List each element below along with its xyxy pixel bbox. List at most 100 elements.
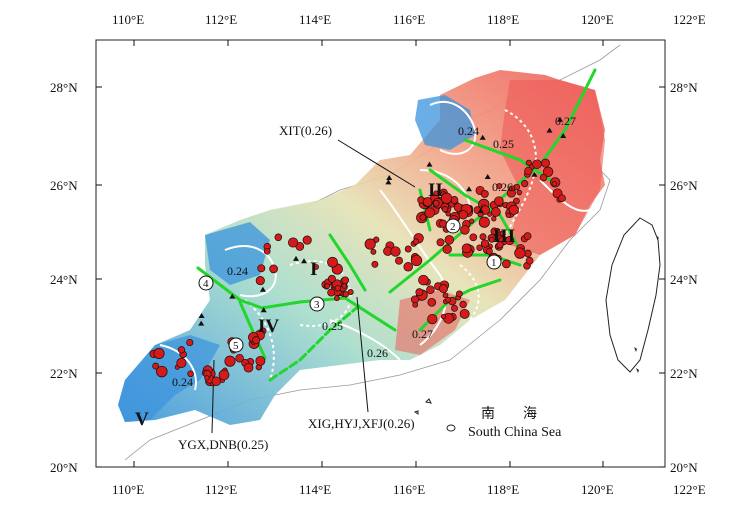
earthquake-dot xyxy=(302,235,312,245)
earthquake-dot xyxy=(410,254,423,267)
earthquake-dot xyxy=(445,211,451,217)
earthquake-dot xyxy=(480,189,489,198)
earthquake-dot xyxy=(523,232,532,240)
earthquake-dot xyxy=(426,285,435,294)
earthquake-dot xyxy=(514,247,526,259)
earthquake-dot xyxy=(485,247,493,255)
earthquake-dot xyxy=(334,284,342,292)
contour-label: 0.24 xyxy=(172,375,193,389)
circle-marker-label: 3 xyxy=(314,299,320,311)
earthquake-dot xyxy=(542,166,554,177)
earthquake-dot xyxy=(480,239,490,248)
station-triangle xyxy=(531,171,538,177)
island xyxy=(446,424,456,432)
earthquake-dot xyxy=(476,244,483,251)
station-triangle xyxy=(301,258,307,264)
circle-marker-2: 2 xyxy=(445,218,461,234)
station-triangle xyxy=(560,133,567,138)
earthquake-dot xyxy=(327,274,336,283)
earthquake-dot xyxy=(176,357,187,368)
contour-label: 0.27 xyxy=(412,327,433,341)
taiwan-outline xyxy=(605,217,661,373)
station-triangle xyxy=(466,186,472,192)
earthquake-layer xyxy=(149,158,566,387)
axis-ticks xyxy=(96,40,665,468)
earthquake-dot xyxy=(364,238,376,250)
earthquake-dot xyxy=(341,276,350,285)
earthquake-dot xyxy=(395,256,403,265)
earthquake-dot xyxy=(459,308,470,319)
earthquake-dot xyxy=(445,296,451,303)
earthquake-dot xyxy=(243,362,254,373)
lat-label-left: 22°N xyxy=(50,366,78,381)
earthquake-dot xyxy=(505,212,511,218)
earthquake-dot xyxy=(177,346,186,354)
circle-marker-4: 4 xyxy=(198,275,214,291)
earthquake-dot xyxy=(458,210,468,220)
earthquake-dot xyxy=(469,218,475,224)
earthquake-dot xyxy=(156,365,168,378)
low-zone-blue xyxy=(205,222,270,285)
earthquake-dot xyxy=(444,235,455,245)
earthquake-dot xyxy=(187,370,194,378)
earthquake-dot xyxy=(341,283,347,289)
contour-label: 0.25 xyxy=(493,137,514,151)
earthquake-dot xyxy=(494,228,501,234)
station-layer xyxy=(198,116,567,326)
earthquake-dot xyxy=(479,233,487,241)
earthquake-dot xyxy=(440,313,447,320)
earthquake-dot xyxy=(327,256,338,268)
lat-label-right: 24°N xyxy=(670,272,698,287)
lat-label-right: 22°N xyxy=(670,366,698,381)
earthquake-dot xyxy=(525,159,532,166)
station-triangle xyxy=(293,255,299,261)
station-triangle xyxy=(479,134,486,140)
island xyxy=(413,410,419,415)
earthquake-dot xyxy=(551,181,557,187)
contour-label: 0.27 xyxy=(555,114,576,128)
lat-label-right: 28°N xyxy=(670,80,698,95)
circle-marker-label: 4 xyxy=(203,278,209,290)
station-triangle xyxy=(259,286,266,292)
earthquake-dot xyxy=(451,304,458,312)
earthquake-dot xyxy=(255,276,265,286)
earthquake-dot xyxy=(370,248,377,255)
earthquake-dot xyxy=(252,336,261,345)
earthquake-dot xyxy=(418,274,429,286)
earthquake-dot xyxy=(496,241,504,249)
lat-label-left: 20°N xyxy=(50,460,78,475)
earthquake-dot xyxy=(442,244,452,254)
lat-label-left: 26°N xyxy=(50,178,78,193)
station-triangle xyxy=(386,175,393,180)
earthquake-dot xyxy=(427,297,437,307)
lat-label-left: 24°N xyxy=(50,272,78,287)
earthquake-dot xyxy=(524,166,533,176)
earthquake-dot xyxy=(313,264,319,270)
lon-label-bottom: 120°E xyxy=(581,482,614,497)
lat-label-left: 28°N xyxy=(50,80,78,95)
low-zone-blue xyxy=(118,335,220,422)
contour-label: 0.24 xyxy=(458,124,479,138)
contour-label: 0.24 xyxy=(227,264,248,278)
annotation-xit: XIT(0.26) xyxy=(279,123,332,138)
earthquake-dot xyxy=(224,355,236,367)
earthquake-dot xyxy=(460,225,470,235)
earthquake-dot xyxy=(327,288,336,297)
lon-label-bottom: 118°E xyxy=(487,482,519,497)
station-triangle xyxy=(198,313,205,318)
earthquake-dot xyxy=(441,206,449,213)
earthquake-dot xyxy=(442,292,449,299)
earthquake-dot xyxy=(263,247,271,255)
earthquake-dot xyxy=(494,196,504,206)
station-triangle xyxy=(557,116,563,122)
region-label-3: III xyxy=(493,226,515,247)
earthquake-dot xyxy=(152,362,160,370)
island xyxy=(657,236,659,240)
circle-marker-3: 3 xyxy=(309,296,325,312)
earthquake-dot xyxy=(412,301,419,308)
earthquake-dot xyxy=(521,180,529,188)
earthquake-dot xyxy=(488,236,495,243)
earthquake-dot xyxy=(404,245,412,253)
earthquake-dot xyxy=(502,259,511,269)
lon-label-bottom: 122°E xyxy=(673,482,706,497)
